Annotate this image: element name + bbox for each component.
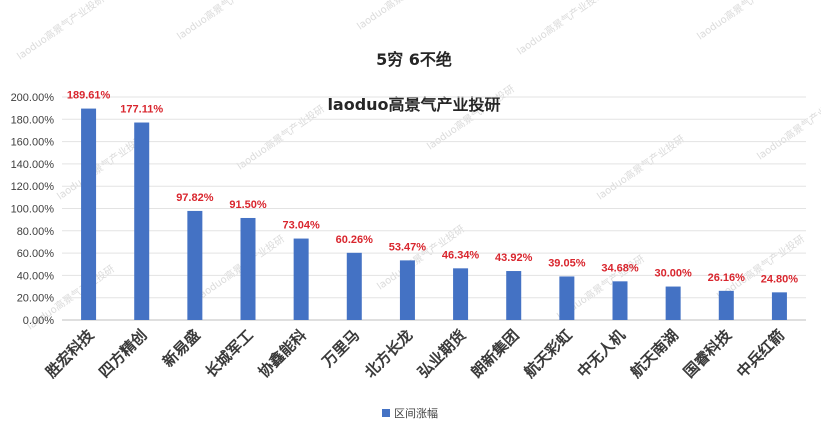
x-tick-label: 朗新集团 — [467, 326, 522, 381]
y-axis-ticks: 0.00% 20.00% 40.00% 60.00% 80.00% 100.00% 120.… — [11, 92, 55, 327]
x-tick-label: 北方长龙 — [361, 326, 416, 381]
y-tick-label: 200.00% — [11, 92, 55, 104]
data-labels: 189.61% 177.11% 97.82% 91.50% 73.04% 60.26% 53… — [67, 90, 798, 286]
bar — [453, 268, 469, 320]
legend-label: 区间涨幅 — [394, 407, 438, 420]
x-tick-label: 万里马 — [318, 326, 363, 371]
watermark-text: laoduo高景气产业投研 — [174, 0, 267, 42]
x-tick-label: 航天南湖 — [627, 326, 682, 381]
watermark-text: laoduo高景气产业投研 — [54, 132, 147, 202]
bar — [665, 286, 681, 320]
data-label: 26.16% — [708, 272, 746, 284]
legend-swatch — [382, 409, 390, 417]
watermark-text: laoduo高景气产业投研 — [694, 0, 787, 42]
watermark-text: laoduo高景气产业投研 — [234, 102, 327, 172]
data-label: 30.00% — [654, 268, 692, 280]
bar — [506, 271, 522, 320]
data-label: 43.92% — [495, 252, 533, 264]
bar — [771, 292, 787, 320]
y-tick-label: 80.00% — [17, 226, 55, 238]
y-tick-label: 60.00% — [17, 248, 55, 260]
y-tick-label: 120.00% — [11, 181, 55, 193]
chart-title: 5穷 6不绝 — [376, 50, 452, 69]
x-tick-label: 协鑫能科 — [255, 326, 310, 381]
bar — [346, 252, 362, 320]
gridlines — [62, 96, 806, 321]
data-label: 189.61% — [67, 90, 111, 102]
data-label: 177.11% — [120, 104, 163, 116]
watermark-text: laoduo高景气产业投研 — [14, 0, 107, 62]
data-label: 46.34% — [442, 249, 480, 261]
data-label: 91.50% — [229, 199, 267, 211]
y-tick-label: 20.00% — [17, 293, 55, 305]
y-tick-label: 160.00% — [11, 137, 55, 149]
x-tick-label: 胜宏科技 — [42, 325, 98, 381]
chart-subtitle: laoduo高景气产业投研 — [327, 95, 500, 114]
data-label: 73.04% — [282, 220, 320, 232]
bar — [134, 122, 150, 321]
bar — [293, 238, 309, 320]
x-tick-label: 长城军工 — [202, 326, 257, 381]
x-tick-label: 国睿科技 — [680, 325, 736, 381]
bars — [81, 108, 787, 321]
bar — [718, 290, 734, 320]
data-label: 39.05% — [548, 257, 586, 269]
data-label: 60.26% — [336, 234, 374, 246]
y-tick-label: 180.00% — [11, 114, 55, 126]
bar — [612, 281, 628, 320]
data-label: 24.80% — [761, 273, 799, 285]
bar — [559, 276, 575, 320]
y-tick-label: 40.00% — [17, 270, 55, 282]
bar — [81, 108, 97, 321]
bar — [240, 217, 256, 320]
x-tick-label: 中兵红箭 — [733, 326, 788, 381]
y-tick-label: 0.00% — [23, 315, 54, 327]
x-tick-label: 弘业期货 — [414, 326, 469, 381]
y-tick-label: 100.00% — [11, 204, 55, 216]
x-tick-label: 中无人机 — [574, 326, 629, 381]
data-label: 97.82% — [176, 192, 214, 204]
bar — [187, 210, 203, 320]
watermark-text: laoduo高景气产业投研 — [594, 132, 687, 202]
bar — [399, 260, 415, 320]
watermark-text: laoduo高景气产业投研 — [514, 0, 607, 57]
watermark-text: laoduo高景气产业投研 — [754, 92, 821, 162]
x-tick-label: 航天彩虹 — [521, 326, 576, 381]
x-tick-label: 新易盛 — [159, 326, 204, 371]
y-tick-label: 140.00% — [11, 159, 55, 171]
data-label: 34.68% — [601, 262, 639, 274]
watermark-text: laoduo高景气产业投研 — [354, 0, 447, 32]
x-tick-label: 四方精创 — [95, 326, 150, 381]
legend: 区间涨幅 — [382, 407, 438, 420]
data-label: 53.47% — [389, 241, 427, 253]
